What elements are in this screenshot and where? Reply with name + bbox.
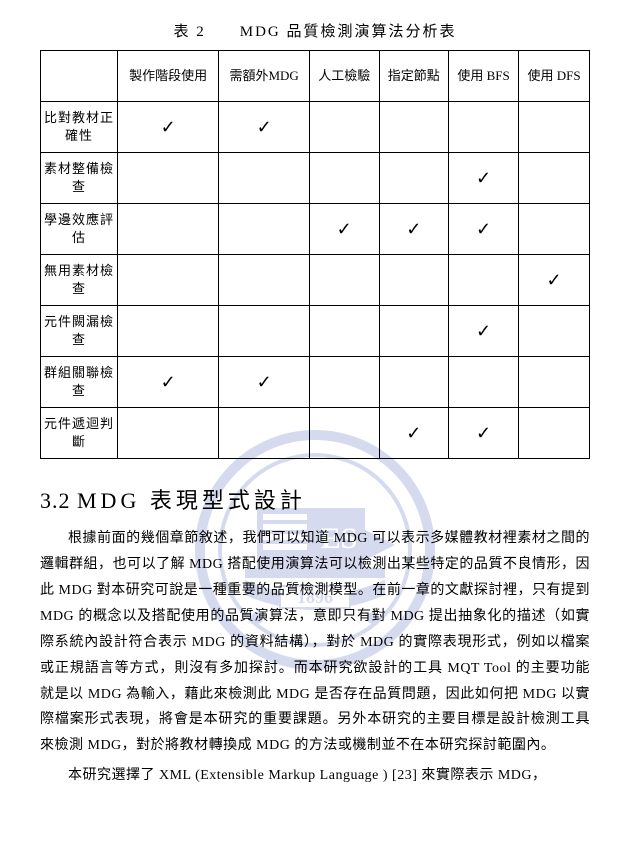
table-cell xyxy=(519,357,590,408)
check-icon: ✓ xyxy=(257,372,272,392)
table-cell xyxy=(118,204,219,255)
table-cell xyxy=(309,408,379,459)
row-label: 群組關聯檢查 xyxy=(41,357,118,408)
check-icon: ✓ xyxy=(406,219,421,239)
check-icon: ✓ xyxy=(546,270,561,290)
analysis-table: 製作階段使用 需額外MDG 人工檢驗 指定節點 使用 BFS 使用 DFS 比對… xyxy=(40,50,590,459)
table-cell xyxy=(309,357,379,408)
check-icon: ✓ xyxy=(337,219,352,239)
table-cell xyxy=(519,102,590,153)
col-header-0 xyxy=(41,51,118,102)
table-cell xyxy=(118,408,219,459)
check-icon: ✓ xyxy=(161,372,176,392)
table-cell xyxy=(309,102,379,153)
table-row: 素材整備檢查 ✓ xyxy=(41,153,590,204)
table-cell xyxy=(118,306,219,357)
table-cell xyxy=(219,408,310,459)
row-label: 素材整備檢查 xyxy=(41,153,118,204)
table-cell xyxy=(219,306,310,357)
table-row: 元件闕漏檢查 ✓ xyxy=(41,306,590,357)
row-label: 元件遞迴判斷 xyxy=(41,408,118,459)
body-paragraph-2: 本研究選擇了 XML (Extensible Markup Language )… xyxy=(40,763,590,789)
table-cell xyxy=(519,306,590,357)
check-icon: ✓ xyxy=(476,321,491,341)
table-cell: ✓ xyxy=(449,306,519,357)
table-row: 學邊效應評估 ✓ ✓ ✓ xyxy=(41,204,590,255)
table-cell: ✓ xyxy=(219,102,310,153)
table-cell: ✓ xyxy=(449,204,519,255)
table-cell xyxy=(519,408,590,459)
table-cell xyxy=(309,153,379,204)
table-cell xyxy=(449,357,519,408)
section-title: MDG 表現型式設計 xyxy=(77,488,306,513)
table-cell xyxy=(449,102,519,153)
check-icon: ✓ xyxy=(257,117,272,137)
table-cell: ✓ xyxy=(449,153,519,204)
table-row: 無用素材檢查 ✓ xyxy=(41,255,590,306)
body-paragraph-1: 根據前面的幾個章節敘述，我們可以知道 MDG 可以表示多媒體教材裡素材之間的邏輯… xyxy=(40,526,590,759)
table-cell xyxy=(379,255,449,306)
table-row: 群組關聯檢查 ✓ ✓ xyxy=(41,357,590,408)
table-cell xyxy=(118,255,219,306)
table-cell xyxy=(449,255,519,306)
check-icon: ✓ xyxy=(406,423,421,443)
table-cell: ✓ xyxy=(309,204,379,255)
table-caption: 表 2 MDG 品質檢測演算法分析表 xyxy=(40,20,590,44)
col-header-1: 製作階段使用 xyxy=(118,51,219,102)
table-row: 比對教材正確性 ✓ ✓ xyxy=(41,102,590,153)
section-heading: 3.2 MDG 表現型式設計 xyxy=(40,483,590,518)
table-cell xyxy=(519,204,590,255)
table-cell xyxy=(379,306,449,357)
table-cell: ✓ xyxy=(449,408,519,459)
check-icon: ✓ xyxy=(476,168,491,188)
section-number: 3.2 xyxy=(40,488,71,513)
table-header-row: 製作階段使用 需額外MDG 人工檢驗 指定節點 使用 BFS 使用 DFS xyxy=(41,51,590,102)
row-label: 比對教材正確性 xyxy=(41,102,118,153)
table-cell xyxy=(219,204,310,255)
table-cell: ✓ xyxy=(379,204,449,255)
table-cell xyxy=(309,255,379,306)
col-header-2: 需額外MDG xyxy=(219,51,310,102)
table-cell xyxy=(379,102,449,153)
row-label: 無用素材檢查 xyxy=(41,255,118,306)
row-label: 元件闕漏檢查 xyxy=(41,306,118,357)
check-icon: ✓ xyxy=(476,423,491,443)
check-icon: ✓ xyxy=(476,219,491,239)
row-label: 學邊效應評估 xyxy=(41,204,118,255)
table-cell: ✓ xyxy=(379,408,449,459)
table-cell xyxy=(219,255,310,306)
table-cell xyxy=(309,306,379,357)
table-cell: ✓ xyxy=(219,357,310,408)
col-header-6: 使用 DFS xyxy=(519,51,590,102)
table-cell xyxy=(379,153,449,204)
table-cell xyxy=(379,357,449,408)
col-header-5: 使用 BFS xyxy=(449,51,519,102)
table-cell: ✓ xyxy=(118,357,219,408)
table-cell: ✓ xyxy=(519,255,590,306)
table-cell xyxy=(219,153,310,204)
table-row: 元件遞迴判斷 ✓ ✓ xyxy=(41,408,590,459)
table-cell: ✓ xyxy=(118,102,219,153)
table-cell xyxy=(118,153,219,204)
col-header-4: 指定節點 xyxy=(379,51,449,102)
col-header-3: 人工檢驗 xyxy=(309,51,379,102)
table-cell xyxy=(519,153,590,204)
check-icon: ✓ xyxy=(161,117,176,137)
